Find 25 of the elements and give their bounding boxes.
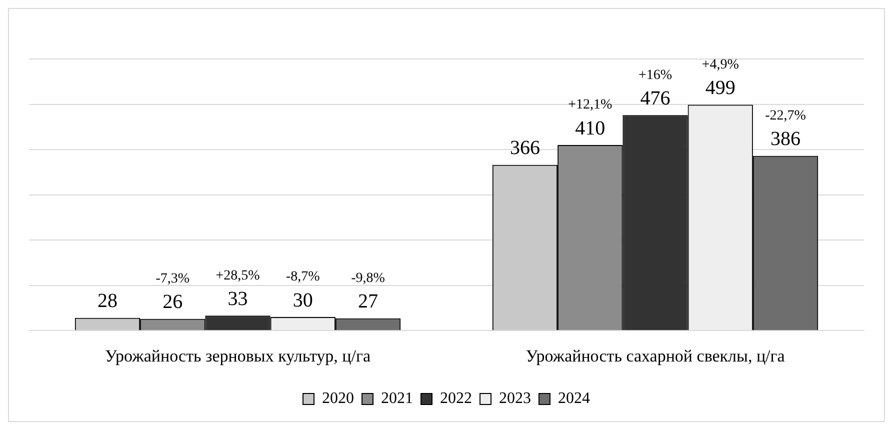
data-label: 26 [162, 291, 183, 314]
legend-label: 2021 [381, 390, 413, 408]
data-label: 30 [292, 289, 313, 312]
data-label: 27 [358, 290, 378, 313]
data-label: 33 [228, 288, 248, 310]
annotation: +12,1% [568, 98, 612, 113]
annotation: -8,7% [286, 270, 320, 285]
legend-label: 2022 [440, 390, 472, 408]
legend-label: 2023 [499, 390, 531, 408]
annotation: +28,5% [216, 268, 260, 284]
data-label: 499 [705, 76, 736, 99]
data-label: 410 [575, 117, 606, 140]
legend-label: 2024 [558, 390, 590, 408]
x-tick-label: Урожайность сахарной свеклы, ц/га [526, 346, 786, 366]
annotation: +16% [638, 68, 672, 83]
data-label: 366 [510, 137, 540, 160]
data-label: 386 [770, 128, 801, 150]
annotation: -9,8% [351, 271, 386, 286]
x-tick-label: Урожайность зерновых культур, ц/га [105, 346, 371, 366]
data-label: 28 [97, 290, 118, 312]
data-label: 476 [640, 87, 670, 110]
annotation: -22,7% [765, 108, 806, 124]
legend-label: 2020 [322, 390, 354, 408]
annotation: +4,9% [702, 57, 740, 72]
annotation: -7,3% [156, 272, 190, 287]
